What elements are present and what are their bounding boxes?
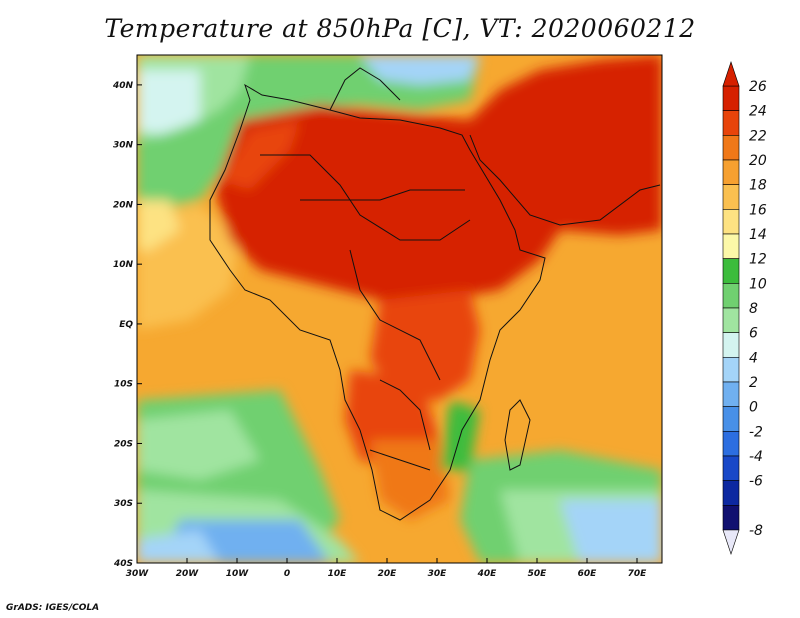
colorbar-swatch xyxy=(722,332,740,358)
colorbar-swatch xyxy=(722,406,740,432)
colorbar-swatch xyxy=(722,381,740,407)
colorbar-label: 12 xyxy=(749,252,767,268)
lon-tick-label: 40E xyxy=(477,569,498,579)
lon-tick-label: 30W xyxy=(126,569,150,579)
grads-credit: GrADS: IGES/COLA xyxy=(6,603,100,613)
lat-tick-label: EQ xyxy=(119,320,133,330)
colorbar-label: 26 xyxy=(749,79,767,95)
colorbar-label: 14 xyxy=(749,227,767,243)
colorbar-label: -6 xyxy=(749,474,763,490)
colorbar-under-arrow xyxy=(722,529,740,555)
colorbar-swatch xyxy=(722,505,740,531)
lat-tick-label: 20S xyxy=(114,439,133,449)
colorbar-swatch xyxy=(722,110,740,136)
colorbar-label: 22 xyxy=(749,128,767,144)
lon-tick-label: 30E xyxy=(428,569,448,579)
colorbar-label: 20 xyxy=(749,153,767,169)
latitude-ticks: 40S 30S 20S 10S EQ 10N 20N 30N 40N xyxy=(112,81,142,569)
lat-tick-label: 40N xyxy=(112,81,134,91)
colorbar-label: 8 xyxy=(749,301,758,317)
coastlines xyxy=(209,67,661,521)
lat-tick-label: 10S xyxy=(114,380,133,390)
lon-tick-label: 60E xyxy=(578,569,598,579)
colorbar-label: 6 xyxy=(749,326,758,342)
colorbar-swatch xyxy=(722,283,740,309)
colorbar-swatch xyxy=(722,431,740,457)
colorbar-label: 2 xyxy=(749,375,758,391)
plot-frame xyxy=(136,54,663,564)
colorbar-label: 16 xyxy=(749,202,767,218)
colorbar-swatch xyxy=(722,159,740,185)
colorbar-label: -4 xyxy=(749,449,763,465)
colorbar-label: 18 xyxy=(749,178,767,194)
colorbar-swatch xyxy=(722,209,740,235)
lon-tick-label: 20E xyxy=(378,569,398,579)
colorbar-swatch xyxy=(722,258,740,284)
lat-tick-label: 30S xyxy=(114,499,133,509)
lat-tick-label: 10N xyxy=(113,260,134,270)
colorbar-label: -2 xyxy=(749,424,763,440)
colorbar-swatch xyxy=(722,455,740,481)
lon-tick-label: 20W xyxy=(176,569,200,579)
lon-tick-label: 50E xyxy=(528,569,548,579)
lat-tick-label: 30N xyxy=(113,141,134,151)
temperature-field xyxy=(137,55,662,563)
longitude-ticks: 30W 20W 10W 0 10E 20E 30E 40E 50E 60E 70E xyxy=(126,558,647,579)
lon-tick-label: 10E xyxy=(328,569,348,579)
lat-tick-label: 40S xyxy=(113,559,133,569)
colorbar-swatch xyxy=(722,480,740,506)
colorbar-swatch xyxy=(722,85,740,111)
colorbar-label: 0 xyxy=(749,400,758,416)
lon-tick-label: 70E xyxy=(628,569,648,579)
colorbar-swatch xyxy=(722,184,740,210)
lon-tick-label: 0 xyxy=(284,569,290,579)
colorbar-label: 4 xyxy=(749,350,758,366)
colorbar-over-arrow xyxy=(722,61,740,87)
colorbar-swatch xyxy=(722,357,740,383)
lat-tick-label: 20N xyxy=(113,200,134,210)
colorbar-label: -8 xyxy=(749,523,763,539)
map-title: Temperature at 850hPa [C], VT: 202006021… xyxy=(104,14,696,43)
colorbar-label: 24 xyxy=(749,104,767,120)
colorbar-swatch xyxy=(722,233,740,259)
lon-tick-label: 10W xyxy=(226,569,250,579)
colorbar-swatch xyxy=(722,307,740,333)
colorbar-swatch xyxy=(722,135,740,161)
colorbar-label: 10 xyxy=(749,276,767,292)
